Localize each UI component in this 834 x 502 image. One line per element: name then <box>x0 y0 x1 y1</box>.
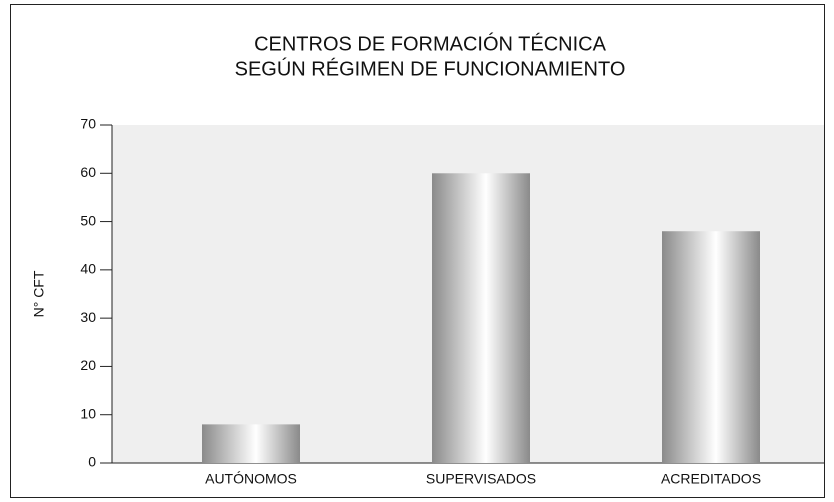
y-tick-label: 40 <box>80 261 96 277</box>
bar <box>662 231 760 463</box>
y-tick-label: 30 <box>80 309 96 325</box>
y-tick-label: 0 <box>88 454 96 470</box>
bar <box>202 424 300 463</box>
y-tick-label: 20 <box>80 357 96 373</box>
chart-title: SEGÚN RÉGIMEN DE FUNCIONAMIENTO <box>235 57 626 80</box>
y-tick-label: 50 <box>80 212 96 228</box>
x-tick-label: ACREDITADOS <box>661 471 761 487</box>
y-axis-label: N° CFT <box>31 270 47 317</box>
y-tick-label: 70 <box>80 116 96 132</box>
y-tick-label: 60 <box>80 164 96 180</box>
x-tick-label: SUPERVISADOS <box>426 471 536 487</box>
chart-title: CENTROS DE FORMACIÓN TÉCNICA <box>254 32 607 55</box>
y-tick-label: 10 <box>80 405 96 421</box>
x-tick-label: AUTÓNOMOS <box>205 471 297 487</box>
bar <box>432 173 530 464</box>
